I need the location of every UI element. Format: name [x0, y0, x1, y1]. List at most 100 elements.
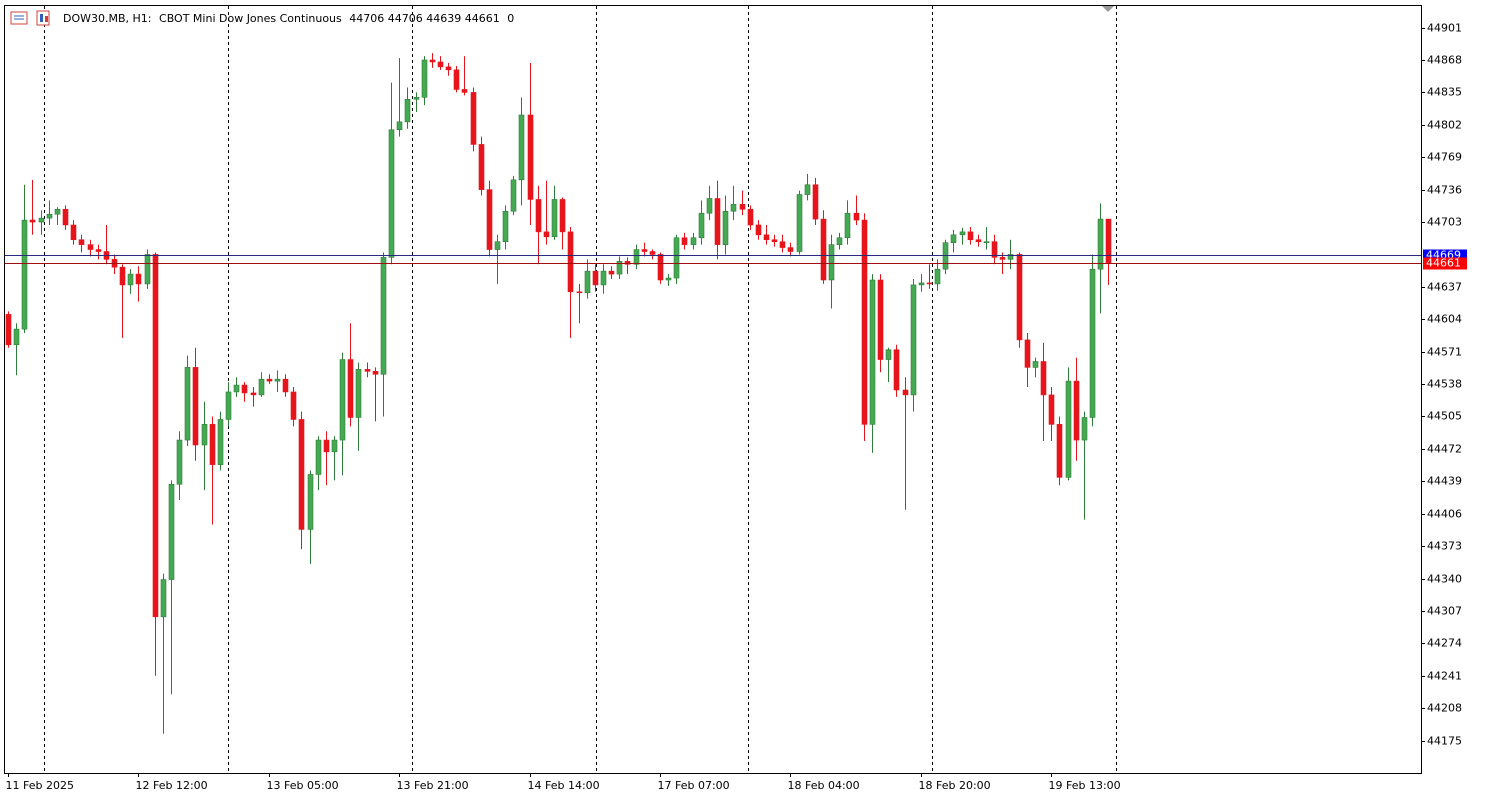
candle-body: [877, 279, 884, 360]
high-value: 44706: [388, 12, 423, 25]
candle-body: [828, 244, 835, 281]
candle-body: [698, 212, 705, 239]
candle-body: [600, 270, 607, 286]
candle-body: [437, 61, 444, 68]
candle-body: [584, 270, 591, 294]
candle-body: [478, 144, 485, 190]
plot-frame: [4, 5, 1422, 774]
candle-body: [657, 254, 664, 281]
candle-body: [673, 237, 680, 279]
candle-body: [518, 114, 525, 181]
candle-body: [893, 349, 900, 391]
y-tick-label: 44241: [1427, 670, 1462, 683]
candle-body: [331, 439, 338, 453]
candle-body: [445, 66, 452, 71]
candle-body: [853, 212, 860, 221]
y-tick-label: 44340: [1427, 573, 1462, 586]
candle-body: [624, 261, 631, 265]
candle-body: [1073, 380, 1080, 441]
candle-body: [486, 189, 493, 250]
y-tick-label: 44505: [1427, 410, 1462, 423]
candle-body: [771, 239, 778, 242]
candle-body: [54, 208, 61, 215]
x-tick-label: 11 Feb 2025: [6, 779, 74, 792]
candle-body: [910, 284, 917, 396]
candle-body: [127, 273, 134, 286]
candle-body: [926, 282, 933, 285]
candle-body: [844, 212, 851, 239]
icon: [40, 14, 43, 22]
candle-body: [739, 204, 746, 210]
candle-body: [1048, 394, 1055, 425]
candle-body: [209, 424, 216, 465]
candle-body: [380, 257, 387, 375]
y-tick-label: 44439: [1427, 475, 1462, 488]
bid-label: 44661: [1426, 257, 1461, 270]
candle-body: [983, 241, 990, 243]
candle-body: [396, 121, 403, 131]
y-tick-label: 44208: [1427, 702, 1462, 715]
candle-body: [217, 419, 224, 465]
candle-body: [168, 483, 175, 580]
low-value: 44639: [426, 12, 461, 25]
candle-body: [144, 254, 151, 285]
y-tick-label: 44637: [1427, 281, 1462, 294]
candle-body: [551, 199, 558, 238]
candle-body: [902, 389, 909, 396]
candle-body: [29, 219, 36, 223]
candle-body: [747, 208, 754, 226]
candle-body: [404, 98, 411, 123]
candle-body: [950, 234, 957, 243]
candle-body: [282, 378, 289, 393]
candle-body: [176, 439, 183, 485]
candle-body: [87, 244, 94, 250]
x-tick-label: 18 Feb 04:00: [788, 779, 860, 792]
candle-body: [991, 241, 998, 258]
y-tick-label: 44307: [1427, 605, 1462, 618]
candle-body: [543, 231, 550, 238]
bid-box: [1423, 257, 1467, 270]
candle-body: [1016, 254, 1023, 341]
icon: [10, 11, 28, 25]
candle-body: [616, 261, 623, 275]
candle-body: [1056, 424, 1063, 478]
icon: [45, 16, 48, 22]
candle-body: [681, 237, 688, 245]
candle-body: [796, 194, 803, 252]
candle-body: [152, 254, 159, 618]
candle-body: [592, 270, 599, 286]
candle-body: [779, 241, 786, 248]
candle-body: [201, 424, 208, 446]
y-tick-label: 44406: [1427, 508, 1462, 521]
x-tick-label: 19 Feb 13:00: [1049, 779, 1121, 792]
candle-body: [347, 359, 354, 418]
candle-body: [258, 378, 265, 396]
candle-body: [755, 224, 762, 236]
y-tick-label: 44835: [1427, 86, 1462, 99]
y-tick-label: 44802: [1427, 119, 1462, 132]
candle-body: [869, 279, 876, 425]
candle-body: [1097, 218, 1104, 270]
candle-body: [1065, 380, 1072, 478]
candle-body: [1089, 268, 1096, 418]
candle-body: [78, 239, 85, 245]
candle-body: [576, 291, 583, 294]
y-tick-label: 44769: [1427, 151, 1462, 164]
y-tick-label: 44175: [1427, 735, 1462, 748]
candle-body: [665, 277, 672, 281]
y-tick-label: 44538: [1427, 378, 1462, 391]
y-tick-label: 44472: [1427, 443, 1462, 456]
candle-body: [160, 579, 167, 618]
candle-body: [266, 378, 273, 382]
open-value: 44706: [349, 12, 384, 25]
candle-body: [641, 249, 648, 252]
candle-body: [62, 208, 69, 226]
candle-body: [918, 282, 925, 286]
header-icons: [10, 10, 50, 26]
candle-body: [934, 268, 941, 285]
candle-body: [461, 89, 468, 93]
candle-body: [13, 328, 20, 346]
candle-body: [1007, 254, 1014, 260]
